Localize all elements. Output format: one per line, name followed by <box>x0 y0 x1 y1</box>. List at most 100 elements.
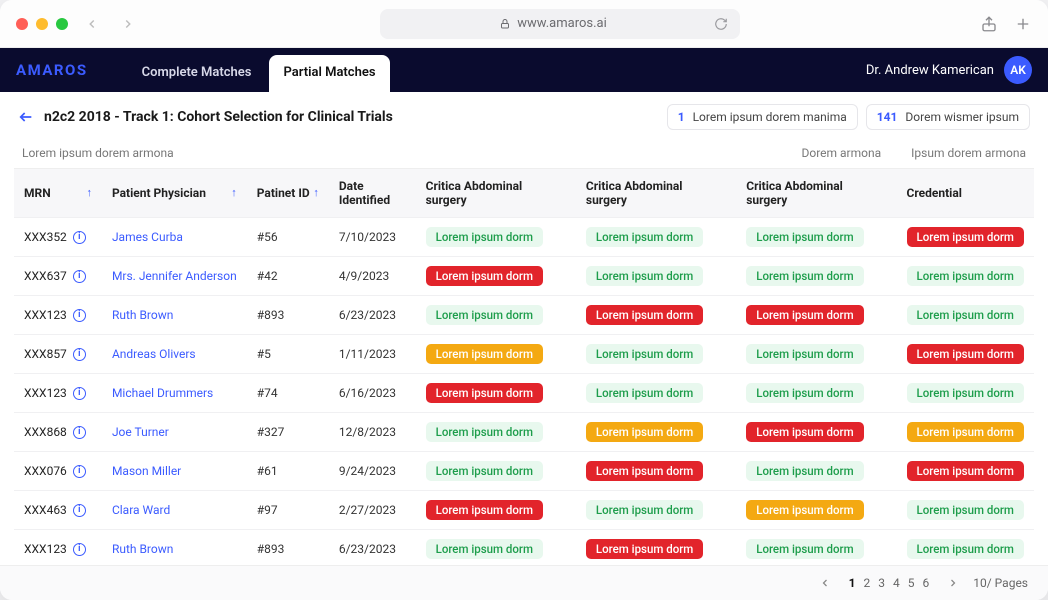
lock-icon <box>499 18 511 30</box>
page-titlebar: n2c2 2018 - Track 1: Cohort Selection fo… <box>0 92 1048 136</box>
status-pill: Lorem ipsum dorm <box>426 539 543 559</box>
nav-tabs: Complete MatchesPartial Matches <box>128 48 390 92</box>
new-tab-icon[interactable] <box>1014 15 1032 33</box>
date-cell: 2/27/2023 <box>329 491 416 530</box>
maximize-icon[interactable] <box>56 18 68 30</box>
tab-complete-matches[interactable]: Complete Matches <box>128 55 266 92</box>
url-text: www.amaros.ai <box>517 16 607 31</box>
summary-chip-1[interactable]: 141Dorem wismer ipsum <box>866 104 1030 130</box>
date-cell: 12/8/2023 <box>329 413 416 452</box>
page-4[interactable]: 4 <box>889 576 904 590</box>
address-bar[interactable]: www.amaros.ai <box>380 9 740 39</box>
sort-icon[interactable]: ↑ <box>231 186 237 199</box>
page-3[interactable]: 3 <box>874 576 889 590</box>
info-icon[interactable]: i <box>73 309 86 322</box>
sort-icon[interactable]: ↑ <box>313 186 319 199</box>
sort-icon[interactable]: ↑ <box>86 186 92 199</box>
page-2[interactable]: 2 <box>860 576 875 590</box>
meta-right-0[interactable]: Dorem armona <box>801 146 881 160</box>
table-body: XXX352 iJames Curba#567/10/2023Lorem ips… <box>14 218 1034 566</box>
share-icon[interactable] <box>980 15 998 33</box>
date-cell: 9/24/2023 <box>329 452 416 491</box>
status-pill: Lorem ipsum dorm <box>426 344 543 364</box>
status-pill: Lorem ipsum dorm <box>746 422 863 442</box>
close-icon[interactable] <box>16 18 28 30</box>
status-pill: Lorem ipsum dorm <box>907 383 1024 403</box>
physician-link[interactable]: Ruth Brown <box>112 308 173 322</box>
summary-chip-0[interactable]: 1Lorem ipsum dorem manima <box>667 104 858 130</box>
physician-link[interactable]: Mrs. Jennifer Anderson <box>112 269 237 283</box>
date-cell: 7/10/2023 <box>329 218 416 257</box>
patient-id-cell: #74 <box>247 374 329 413</box>
physician-link[interactable]: Clara Ward <box>112 503 170 517</box>
pagination: 123456 10/ Pages <box>0 565 1048 600</box>
back-button[interactable] <box>18 109 34 125</box>
status-pill: Lorem ipsum dorm <box>907 305 1024 325</box>
status-pill: Lorem ipsum dorm <box>746 500 863 520</box>
col-phys[interactable]: Patient Physician↑ <box>102 169 247 218</box>
info-icon[interactable]: i <box>73 543 86 556</box>
per-page-label[interactable]: 10/ Pages <box>973 576 1028 590</box>
col-pid[interactable]: Patinet ID↑ <box>247 169 329 218</box>
info-icon[interactable]: i <box>73 504 86 517</box>
status-pill: Lorem ipsum dorm <box>907 227 1024 247</box>
app-logo[interactable]: AMAROS <box>16 61 88 79</box>
user-menu[interactable]: Dr. Andrew Kamerican AK <box>866 56 1032 84</box>
physician-link[interactable]: Michael Drummers <box>112 386 213 400</box>
col-c3: Critica Abdominal surgery <box>736 169 896 218</box>
table-header-row: MRN↑Patient Physician↑Patinet ID↑Date Id… <box>14 169 1034 218</box>
mrn-cell: XXX123 i <box>24 308 92 322</box>
avatar: AK <box>1004 56 1032 84</box>
date-cell: 6/23/2023 <box>329 530 416 566</box>
mrn-cell: XXX463 i <box>24 503 92 517</box>
minimize-icon[interactable] <box>36 18 48 30</box>
patient-id-cell: #97 <box>247 491 329 530</box>
status-pill: Lorem ipsum dorm <box>586 344 703 364</box>
reload-icon[interactable] <box>714 17 728 31</box>
forward-icon[interactable] <box>116 12 140 36</box>
info-icon[interactable]: i <box>73 426 86 439</box>
tab-partial-matches[interactable]: Partial Matches <box>269 55 389 92</box>
status-pill: Lorem ipsum dorm <box>746 305 863 325</box>
mrn-cell: XXX868 i <box>24 425 92 439</box>
patient-id-cell: #327 <box>247 413 329 452</box>
table-row: XXX352 iJames Curba#567/10/2023Lorem ips… <box>14 218 1034 257</box>
date-cell: 1/11/2023 <box>329 335 416 374</box>
physician-link[interactable]: Andreas Olivers <box>112 347 196 361</box>
meta-right-1[interactable]: Ipsum dorem armona <box>911 146 1026 160</box>
table-row: XXX076 iMason Miller#619/24/2023Lorem ip… <box>14 452 1034 491</box>
status-pill: Lorem ipsum dorm <box>586 461 703 481</box>
physician-link[interactable]: Mason Miller <box>112 464 181 478</box>
meta-left: Lorem ipsum dorem armona <box>22 146 174 160</box>
status-pill: Lorem ipsum dorm <box>426 500 543 520</box>
info-icon[interactable]: i <box>73 348 86 361</box>
back-icon[interactable] <box>80 12 104 36</box>
info-icon[interactable]: i <box>73 270 86 283</box>
info-icon[interactable]: i <box>73 465 86 478</box>
mrn-cell: XXX857 i <box>24 347 92 361</box>
window-controls <box>16 18 68 30</box>
page-5[interactable]: 5 <box>904 576 919 590</box>
status-pill: Lorem ipsum dorm <box>586 227 703 247</box>
chip-label: Dorem wismer ipsum <box>905 110 1019 124</box>
info-icon[interactable]: i <box>73 387 86 400</box>
info-icon[interactable]: i <box>73 231 86 244</box>
status-pill: Lorem ipsum dorm <box>746 461 863 481</box>
physician-link[interactable]: James Curba <box>112 230 183 244</box>
page-1[interactable]: 1 <box>845 576 860 590</box>
table-row: XXX637 iMrs. Jennifer Anderson#424/9/202… <box>14 257 1034 296</box>
page-next-icon[interactable] <box>943 577 963 589</box>
page-numbers: 123456 <box>845 576 934 590</box>
patient-id-cell: #42 <box>247 257 329 296</box>
col-mrn[interactable]: MRN↑ <box>14 169 102 218</box>
page-prev-icon[interactable] <box>815 577 835 589</box>
meta-row: Lorem ipsum dorem armona Dorem armona Ip… <box>0 136 1048 168</box>
patient-id-cell: #893 <box>247 296 329 335</box>
status-pill: Lorem ipsum dorm <box>426 227 543 247</box>
page-6[interactable]: 6 <box>919 576 934 590</box>
col-cred: Credential <box>897 169 1034 218</box>
physician-link[interactable]: Joe Turner <box>112 425 169 439</box>
mrn-cell: XXX123 i <box>24 542 92 556</box>
col-date: Date Identified <box>329 169 416 218</box>
physician-link[interactable]: Ruth Brown <box>112 542 173 556</box>
